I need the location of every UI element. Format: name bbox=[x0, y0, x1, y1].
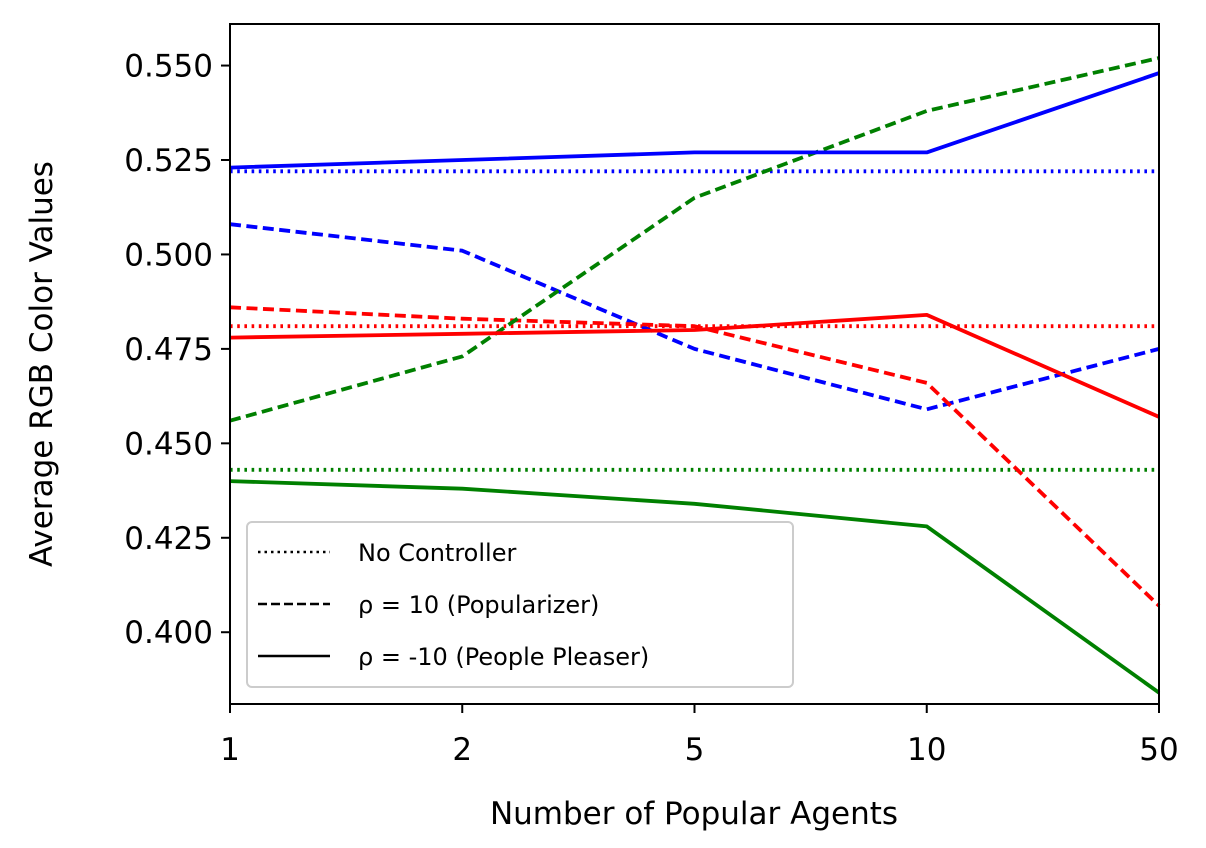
y-tick-label: 0.475 bbox=[124, 332, 213, 368]
legend-label-people-pleaser: ρ = -10 (People Pleaser) bbox=[358, 643, 649, 671]
y-tick-label: 0.400 bbox=[124, 615, 213, 651]
x-tick-label: 10 bbox=[907, 732, 946, 768]
legend-label-no-controller: No Controller bbox=[358, 539, 516, 567]
series-line-8-solid bbox=[229, 479, 1161, 695]
series-line-4-dashed bbox=[229, 305, 1161, 608]
series-line-3-dashed bbox=[229, 222, 1160, 412]
y-tick-label: 0.525 bbox=[124, 143, 213, 179]
y-axis: 0.400 0.425 0.450 0.475 0.500 0.525 0.550 bbox=[124, 49, 230, 651]
legend-label-popularizer: ρ = 10 (Popularizer) bbox=[358, 591, 599, 619]
x-axis: 1 2 5 10 50 bbox=[220, 704, 1179, 768]
y-tick-label: 0.450 bbox=[124, 426, 213, 462]
y-tick-label: 0.425 bbox=[124, 521, 213, 557]
series-layer bbox=[229, 56, 1161, 695]
legend: No Controller ρ = 10 (Popularizer) ρ = -… bbox=[246, 521, 794, 688]
x-tick-label: 5 bbox=[685, 732, 705, 768]
y-tick-label: 0.550 bbox=[124, 49, 213, 85]
x-tick-label: 50 bbox=[1139, 732, 1178, 768]
x-tick-label: 2 bbox=[452, 732, 472, 768]
y-tick-label: 0.500 bbox=[124, 237, 213, 273]
series-line-7-solid bbox=[229, 312, 1160, 419]
x-axis-label: Number of Popular Agents bbox=[490, 796, 898, 832]
legend-box bbox=[246, 521, 794, 688]
series-line-5-dashed bbox=[229, 56, 1160, 423]
series-line-6-solid bbox=[229, 71, 1160, 170]
x-tick-label: 1 bbox=[220, 732, 240, 768]
y-axis-label: Average RGB Color Values bbox=[24, 161, 60, 567]
